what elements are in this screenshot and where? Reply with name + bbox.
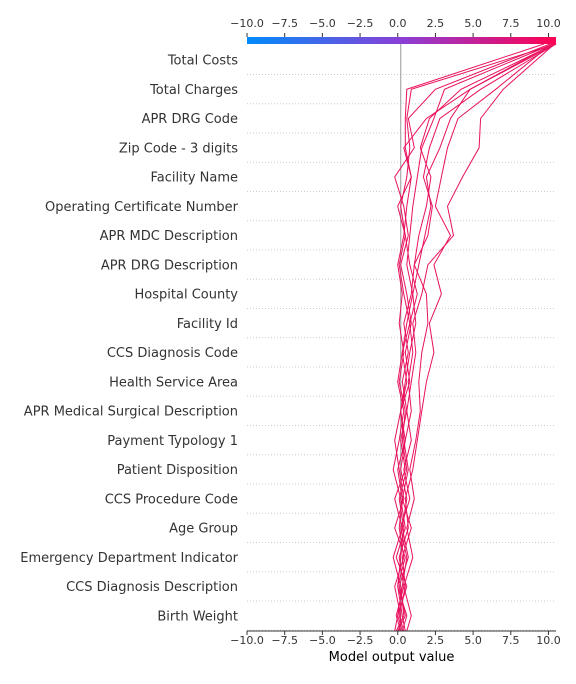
x-axis-label: Model output value [329, 650, 455, 665]
decision-line [394, 43, 555, 632]
bottom-tick-label: −5.0 [309, 634, 336, 647]
feature-label: Age Group [169, 522, 238, 537]
top-tick-label: 0.0 [389, 17, 407, 30]
top-axis: −10.0 −7.5 −5.0 −2.5 0.0 2.5 5.0 7.5 10.0 [230, 17, 561, 37]
decision-line [392, 43, 554, 632]
feature-label: APR Medical Surgical Description [24, 405, 238, 420]
feature-label: Total Costs [167, 54, 238, 69]
decision-line [397, 43, 554, 632]
bottom-tick-label: −7.5 [271, 634, 298, 647]
colorbar [247, 37, 556, 44]
feature-label: CCS Diagnosis Code [107, 346, 238, 361]
bottom-tick-label: −2.5 [347, 634, 374, 647]
feature-label: Health Service Area [109, 375, 238, 390]
top-tick-label: 5.0 [464, 17, 482, 30]
feature-label: APR DRG Code [142, 112, 238, 127]
top-tick-label: 2.5 [427, 17, 445, 30]
feature-label: CCS Diagnosis Description [66, 580, 238, 595]
top-tick-label: 7.5 [502, 17, 520, 30]
decision-line [392, 43, 555, 632]
decision-line [395, 43, 552, 632]
feature-label: Payment Typology 1 [107, 434, 238, 449]
top-tick-label: −5.0 [309, 17, 336, 30]
top-tick-label: −2.5 [347, 17, 374, 30]
feature-label: Patient Disposition [117, 463, 238, 478]
feature-label: Operating Certificate Number [45, 200, 239, 215]
top-tick-label: −10.0 [230, 17, 264, 30]
bottom-tick-label: 5.0 [464, 634, 482, 647]
bottom-tick-label: −10.0 [230, 634, 264, 647]
feature-label: Emergency Department Indicator [20, 551, 238, 566]
decision-line [397, 43, 545, 632]
gridlines [247, 74, 556, 631]
bottom-tick-label: 0.0 [389, 634, 407, 647]
bottom-tick-label: 2.5 [427, 634, 445, 647]
bottom-axis: −10.0 −7.5 −5.0 −2.5 0.0 2.5 5.0 7.5 10.0 [230, 630, 561, 647]
bottom-tick-label: 7.5 [502, 634, 520, 647]
feature-label: Facility Name [150, 171, 238, 186]
feature-label: Zip Code - 3 digits [119, 141, 238, 156]
feature-label: Facility Id [177, 317, 238, 332]
feature-label: Total Charges [149, 83, 238, 98]
bottom-tick-label: 10.0 [536, 634, 561, 647]
feature-label: APR MDC Description [100, 229, 238, 244]
feature-label: Birth Weight [157, 609, 238, 624]
feature-labels: Total Costs Total Charges APR DRG Code Zip … [20, 54, 238, 625]
feature-label: Hospital County [135, 288, 239, 303]
feature-label: CCS Procedure Code [105, 492, 238, 507]
top-tick-label: −7.5 [271, 17, 298, 30]
feature-label: APR DRG Description [101, 258, 238, 273]
top-tick-label: 10.0 [536, 17, 561, 30]
decision-lines [392, 43, 557, 632]
decision-line [403, 43, 557, 632]
